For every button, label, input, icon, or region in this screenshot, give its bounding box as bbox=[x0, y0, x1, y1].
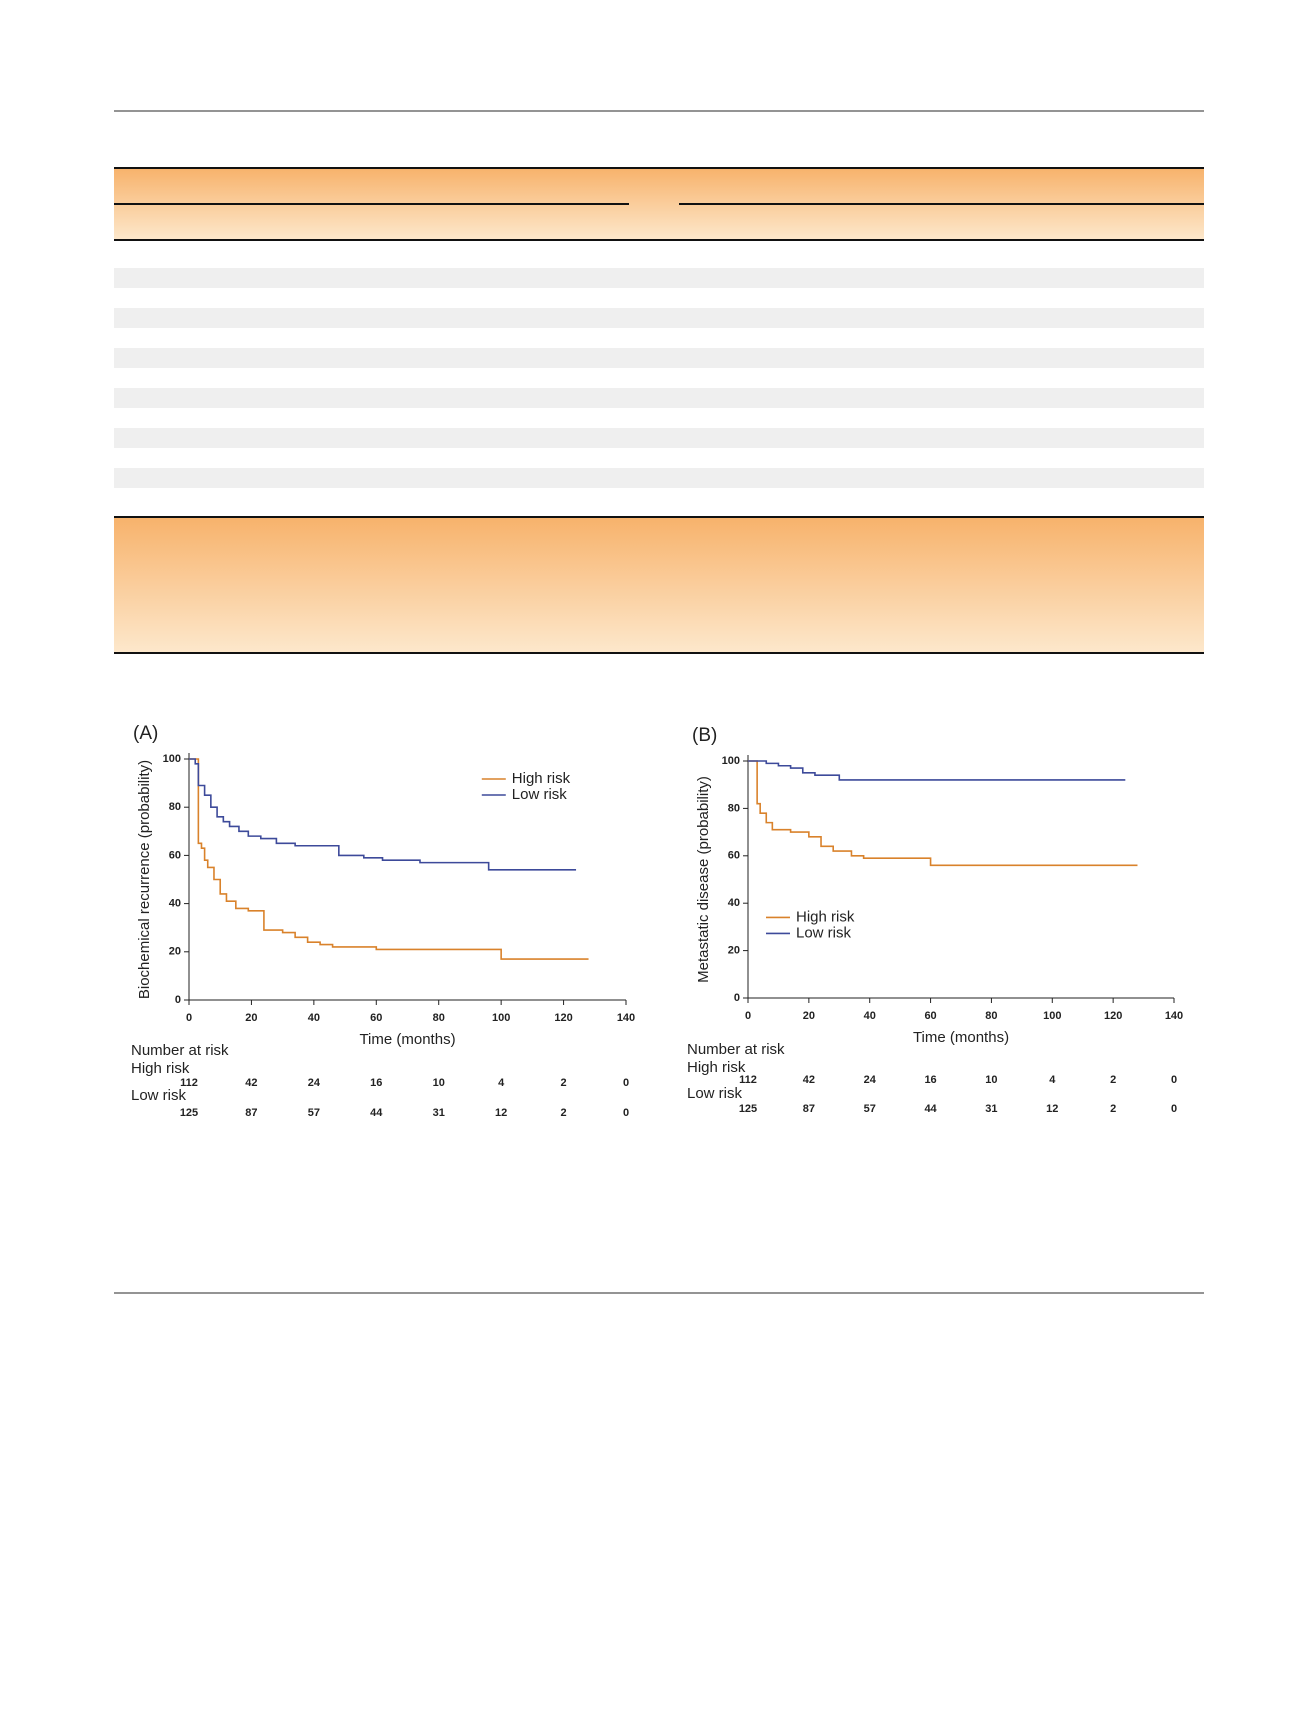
x-axis-label: Time (months) bbox=[359, 1031, 455, 1048]
x-tick-label: 120 bbox=[1104, 1010, 1122, 1022]
risk-title: Number at risk bbox=[687, 1041, 785, 1058]
risk-count: 125 bbox=[180, 1107, 198, 1119]
y-tick-label: 80 bbox=[728, 802, 740, 814]
risk-count: 125 bbox=[739, 1103, 757, 1115]
x-tick-label: 60 bbox=[924, 1010, 936, 1022]
km-curve bbox=[748, 760, 1126, 781]
y-axis-label: Metastatic disease (probability) bbox=[695, 776, 712, 983]
risk-count: 24 bbox=[308, 1077, 321, 1089]
panel-label: (B) bbox=[692, 725, 717, 746]
x-axis-label: Time (months) bbox=[913, 1029, 1009, 1046]
x-tick-label: 0 bbox=[745, 1010, 751, 1022]
risk-count: 24 bbox=[864, 1074, 877, 1086]
risk-count: 10 bbox=[985, 1074, 997, 1086]
figure-caption-box bbox=[114, 517, 1204, 653]
risk-count: 0 bbox=[623, 1077, 629, 1089]
y-axis-label: Biochemical recurrence (probability) bbox=[136, 760, 153, 999]
risk-count: 57 bbox=[864, 1103, 876, 1115]
risk-count: 44 bbox=[924, 1103, 937, 1115]
risk-count: 16 bbox=[924, 1074, 936, 1086]
legend-label: High risk bbox=[796, 908, 855, 925]
risk-count: 0 bbox=[623, 1107, 629, 1119]
risk-count: 57 bbox=[308, 1107, 320, 1119]
risk-count: 42 bbox=[245, 1077, 257, 1089]
x-tick-label: 100 bbox=[492, 1012, 510, 1024]
risk-count: 31 bbox=[985, 1103, 997, 1115]
y-tick-label: 40 bbox=[169, 898, 181, 910]
table-stripes bbox=[114, 268, 1204, 488]
risk-row-label: Low risk bbox=[687, 1085, 743, 1102]
risk-count: 0 bbox=[1171, 1103, 1177, 1115]
y-tick-label: 20 bbox=[728, 945, 740, 957]
risk-count: 112 bbox=[739, 1074, 757, 1086]
risk-count: 42 bbox=[803, 1074, 815, 1086]
y-tick-label: 0 bbox=[175, 994, 181, 1006]
x-tick-label: 140 bbox=[617, 1012, 635, 1024]
risk-count: 87 bbox=[245, 1107, 257, 1119]
risk-count: 87 bbox=[803, 1103, 815, 1115]
risk-count: 44 bbox=[370, 1107, 383, 1119]
x-tick-label: 140 bbox=[1165, 1010, 1183, 1022]
risk-count: 2 bbox=[1110, 1103, 1116, 1115]
risk-row-label: Low risk bbox=[131, 1087, 187, 1104]
x-tick-label: 120 bbox=[554, 1012, 572, 1024]
x-tick-label: 80 bbox=[985, 1010, 997, 1022]
risk-count: 12 bbox=[1046, 1103, 1058, 1115]
risk-title: Number at risk bbox=[131, 1042, 229, 1059]
y-tick-label: 0 bbox=[734, 992, 740, 1004]
risk-count: 0 bbox=[1171, 1074, 1177, 1086]
risk-count: 4 bbox=[498, 1077, 505, 1089]
panel-label: (A) bbox=[133, 723, 158, 744]
risk-row-label: High risk bbox=[687, 1059, 746, 1076]
x-tick-label: 60 bbox=[370, 1012, 382, 1024]
y-tick-label: 60 bbox=[169, 849, 181, 861]
legend-label: Low risk bbox=[796, 924, 852, 941]
risk-count: 10 bbox=[433, 1077, 445, 1089]
x-tick-label: 0 bbox=[186, 1012, 192, 1024]
risk-count: 2 bbox=[561, 1077, 567, 1089]
x-tick-label: 40 bbox=[308, 1012, 320, 1024]
y-tick-label: 100 bbox=[722, 755, 740, 767]
y-tick-label: 20 bbox=[169, 946, 181, 958]
x-tick-label: 100 bbox=[1043, 1010, 1061, 1022]
y-tick-label: 60 bbox=[728, 850, 740, 862]
y-tick-label: 40 bbox=[728, 897, 740, 909]
risk-count: 112 bbox=[180, 1077, 198, 1089]
risk-count: 2 bbox=[561, 1107, 567, 1119]
x-tick-label: 40 bbox=[864, 1010, 876, 1022]
km-curve bbox=[189, 758, 577, 871]
legend-label: High risk bbox=[512, 770, 571, 787]
y-tick-label: 80 bbox=[169, 801, 181, 813]
km-curve bbox=[748, 760, 1138, 867]
km-curve bbox=[189, 758, 589, 960]
risk-count: 12 bbox=[495, 1107, 507, 1119]
risk-count: 2 bbox=[1110, 1074, 1116, 1086]
y-tick-label: 100 bbox=[163, 753, 181, 765]
risk-row-label: High risk bbox=[131, 1060, 190, 1077]
x-tick-label: 20 bbox=[245, 1012, 257, 1024]
risk-count: 31 bbox=[433, 1107, 445, 1119]
x-tick-label: 80 bbox=[433, 1012, 445, 1024]
risk-count: 16 bbox=[370, 1077, 382, 1089]
risk-count: 4 bbox=[1049, 1074, 1056, 1086]
x-tick-label: 20 bbox=[803, 1010, 815, 1022]
legend-label: Low risk bbox=[512, 786, 568, 803]
